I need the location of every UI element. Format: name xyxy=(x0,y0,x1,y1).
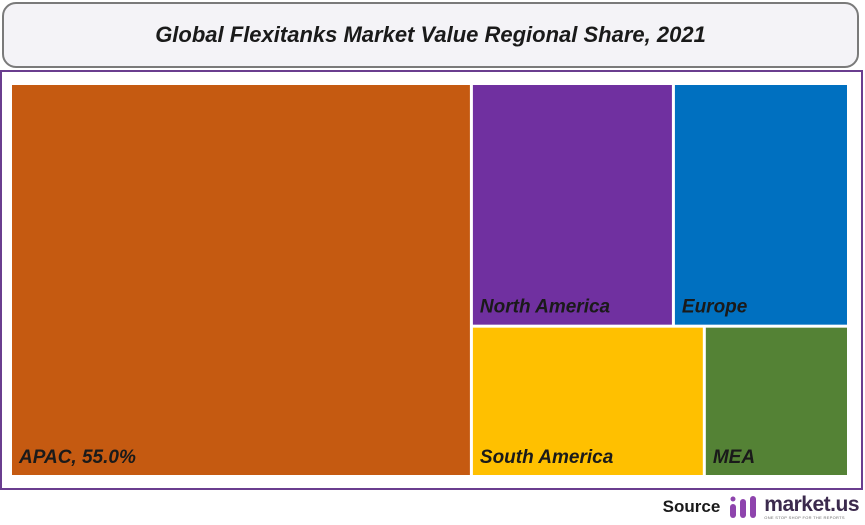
treemap-cell-south-america xyxy=(472,327,703,475)
source-label: Source xyxy=(662,497,721,516)
logo-tagline: ONE STOP SHOP FOR THE REPORTS xyxy=(764,515,845,520)
treemap-cell-apac xyxy=(12,85,470,475)
market-us-logo: market.us ONE STOP SHOP FOR THE REPORTS xyxy=(728,494,859,520)
chart-title: Global Flexitanks Market Value Regional … xyxy=(155,22,706,47)
source-attribution: Source market.us ONE STOP SHOP FOR THE R… xyxy=(662,493,860,521)
treemap-label-europe: Europe xyxy=(682,297,748,318)
treemap-label-mea: MEA xyxy=(713,447,755,468)
chart-title-box: Global Flexitanks Market Value Regional … xyxy=(2,2,859,68)
treemap-cell-europe xyxy=(674,85,847,325)
treemap-label-north-america: North America xyxy=(480,297,611,318)
treemap-chart: APAC, 55.0% North America Europe South Amer… xyxy=(12,85,847,475)
treemap-frame xyxy=(0,70,863,490)
treemap-label-apac: APAC, 55.0% xyxy=(18,447,136,468)
market-us-logo-icon xyxy=(730,496,757,518)
treemap-label-south-america: South America xyxy=(480,447,614,468)
logo-wordmark: market.us xyxy=(764,493,859,516)
treemap-cell-north-america xyxy=(472,85,672,325)
treemap-cell-mea xyxy=(705,327,847,475)
